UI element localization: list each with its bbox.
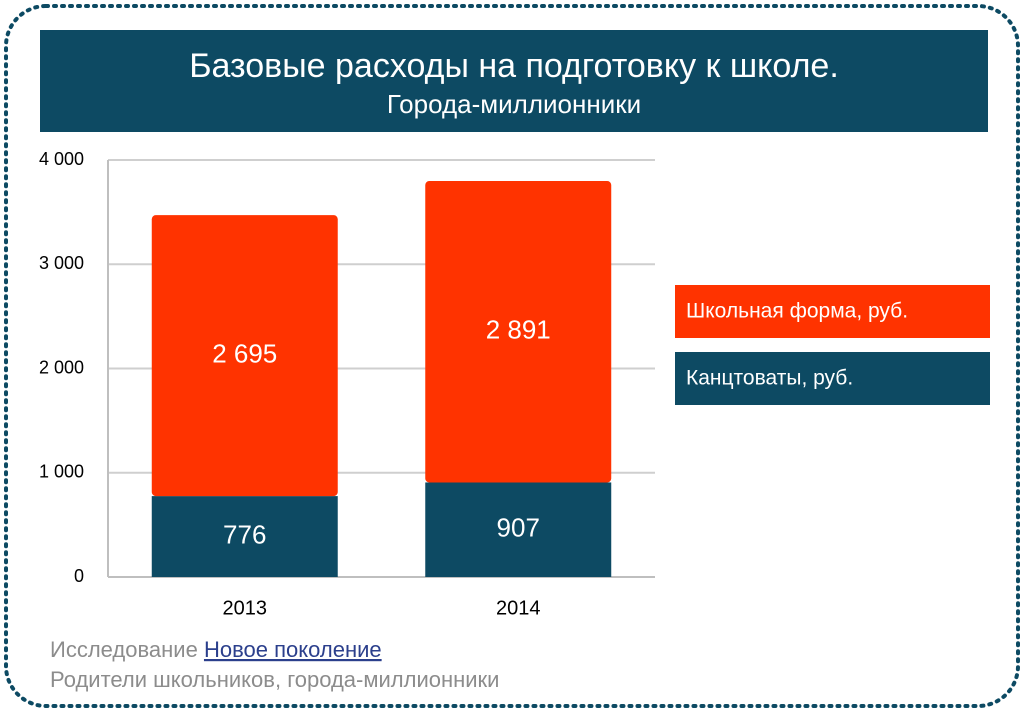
x-tick-label: 2013 — [223, 597, 268, 619]
y-tick-label: 4 000 — [39, 149, 84, 169]
chart-title: Базовые расходы на подготовку к школе. — [189, 47, 839, 85]
footer-line: Исследование Новое поколение — [50, 637, 382, 662]
bar-segment — [151, 496, 338, 577]
y-tick-label: 0 — [74, 566, 84, 586]
legend-swatch — [675, 352, 990, 405]
title-box — [40, 30, 988, 132]
legend-label: Школьная форма, руб. — [686, 300, 908, 323]
value-label: 907 — [497, 513, 540, 543]
y-tick-label: 2 000 — [39, 357, 84, 377]
legend-swatch — [675, 285, 990, 338]
x-tick-label: 2014 — [496, 597, 541, 619]
bar-segment — [425, 482, 612, 577]
value-label: 2 891 — [486, 315, 551, 345]
bar-segment — [425, 181, 612, 483]
legend-label: Канцтоваты, руб. — [686, 367, 853, 390]
chart-subtitle: Города-миллионники — [387, 89, 641, 119]
footer-prefix: Исследование — [50, 637, 198, 662]
bar-segment — [151, 215, 338, 497]
footer-link[interactable]: Новое поколение — [204, 637, 382, 662]
value-label: 776 — [223, 519, 266, 549]
footer-note: Родители школьников, города-миллионники — [50, 667, 499, 692]
y-tick-label: 3 000 — [39, 253, 84, 273]
y-tick-label: 1 000 — [39, 462, 84, 482]
value-label: 2 695 — [212, 339, 277, 369]
